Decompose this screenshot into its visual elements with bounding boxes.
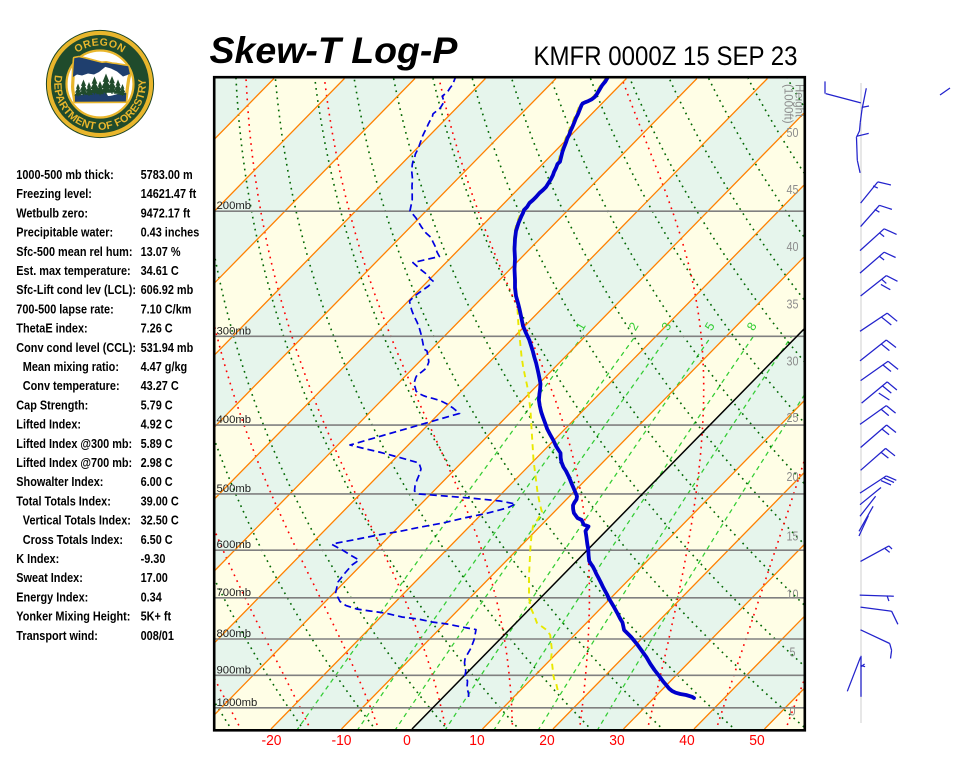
svg-text:5783.00 m: 5783.00 m [141, 167, 193, 182]
svg-text:Wetbulb zero:: Wetbulb zero: [16, 205, 88, 220]
svg-text:1000-500 mb thick:: 1000-500 mb thick: [16, 167, 113, 182]
svg-text:700-500 lapse rate:: 700-500 lapse rate: [16, 301, 113, 316]
svg-text:Cap Strength:: Cap Strength: [16, 397, 88, 412]
svg-text:35: 35 [787, 298, 799, 312]
svg-text:Sfc-500 mean rel hum:: Sfc-500 mean rel hum: [16, 244, 132, 259]
svg-text:5K+ ft: 5K+ ft [141, 609, 172, 624]
svg-text:531.94 mb: 531.94 mb [141, 340, 194, 355]
svg-text:5: 5 [790, 646, 796, 660]
svg-text:Sfc-Lift cond lev (LCL):: Sfc-Lift cond lev (LCL): [16, 282, 136, 297]
svg-text:300mb: 300mb [217, 325, 252, 337]
svg-text:0.34: 0.34 [141, 589, 162, 604]
svg-text:Energy Index:: Energy Index: [16, 589, 88, 604]
svg-text:39.00 C: 39.00 C [141, 493, 179, 508]
svg-text:5.89 C: 5.89 C [141, 436, 173, 451]
svg-text:13.07 %: 13.07 % [141, 244, 181, 259]
svg-text:400mb: 400mb [217, 414, 252, 426]
svg-text:7.10 C/km: 7.10 C/km [141, 301, 192, 316]
svg-text:K Index:: K Index: [16, 551, 59, 566]
svg-text:Lifted Index:: Lifted Index: [16, 417, 81, 432]
svg-text:ThetaE index:: ThetaE index: [16, 321, 87, 336]
svg-text:32.50 C: 32.50 C [141, 513, 179, 528]
svg-text:7.26 C: 7.26 C [141, 321, 173, 336]
svg-text:Skew-T Log-P: Skew-T Log-P [210, 29, 459, 71]
svg-text:0: 0 [403, 733, 411, 749]
svg-text:700mb: 700mb [217, 587, 252, 599]
svg-text:17.00: 17.00 [141, 570, 168, 585]
svg-text:25: 25 [787, 411, 799, 425]
svg-text:4.47 g/kg: 4.47 g/kg [141, 359, 188, 374]
svg-text:6.50 C: 6.50 C [141, 532, 173, 547]
svg-text:Est. max temperature:: Est. max temperature: [16, 263, 130, 278]
svg-text:50: 50 [749, 733, 764, 749]
svg-text:40: 40 [679, 733, 694, 749]
svg-text:1000mb: 1000mb [217, 697, 258, 709]
svg-text:30: 30 [609, 733, 624, 749]
svg-text:008/01: 008/01 [141, 628, 175, 643]
svg-text:-9.30: -9.30 [141, 551, 166, 566]
svg-text:Freezing level:: Freezing level: [16, 186, 92, 201]
svg-text:Sweat Index:: Sweat Index: [16, 570, 83, 585]
svg-text:600mb: 600mb [217, 539, 252, 551]
svg-text:Transport wind:: Transport wind: [16, 628, 98, 643]
svg-text:10: 10 [469, 733, 484, 749]
svg-text:800mb: 800mb [217, 628, 252, 640]
svg-text:5.79 C: 5.79 C [141, 397, 173, 412]
svg-text:Showalter Index:: Showalter Index: [16, 474, 103, 489]
svg-text:Total Totals Index:: Total Totals Index: [16, 493, 111, 508]
svg-text:14621.47 ft: 14621.47 ft [141, 186, 197, 201]
svg-text:20: 20 [787, 470, 799, 484]
svg-text:2.98 C: 2.98 C [141, 455, 173, 470]
svg-text:Mean mixing ratio:: Mean mixing ratio: [23, 359, 119, 374]
svg-text:Vertical Totals Index:: Vertical Totals Index: [23, 513, 131, 528]
svg-text:30: 30 [787, 355, 799, 369]
svg-text:(1000ft): (1000ft) [782, 84, 794, 124]
svg-text:15: 15 [787, 530, 799, 544]
svg-text:Yonker Mixing Height:: Yonker Mixing Height: [16, 609, 130, 624]
svg-text:200mb: 200mb [217, 200, 252, 212]
svg-text:606.92 mb: 606.92 mb [141, 282, 194, 297]
svg-text:-10: -10 [331, 733, 351, 749]
svg-text:20: 20 [539, 733, 554, 749]
svg-text:Precipitable water:: Precipitable water: [16, 225, 113, 240]
svg-text:45: 45 [787, 183, 799, 197]
svg-text:Conv cond level (CCL):: Conv cond level (CCL): [16, 340, 136, 355]
svg-text:Lifted Index @300 mb:: Lifted Index @300 mb: [16, 436, 132, 451]
svg-text:0: 0 [790, 705, 796, 719]
svg-text:Conv temperature:: Conv temperature: [23, 378, 120, 393]
svg-text:50: 50 [787, 126, 799, 140]
svg-text:KMFR 0000Z 15 SEP 23: KMFR 0000Z 15 SEP 23 [534, 41, 798, 71]
svg-text:900mb: 900mb [217, 664, 252, 676]
svg-text:40: 40 [787, 240, 799, 254]
svg-text:10: 10 [787, 588, 799, 602]
svg-text:9472.17 ft: 9472.17 ft [141, 205, 191, 220]
svg-text:43.27 C: 43.27 C [141, 378, 179, 393]
svg-text:Lifted Index @700 mb:: Lifted Index @700 mb: [16, 455, 132, 470]
svg-text:34.61 C: 34.61 C [141, 263, 179, 278]
svg-text:500mb: 500mb [217, 483, 252, 495]
svg-text:4.92 C: 4.92 C [141, 417, 173, 432]
svg-text:-20: -20 [261, 733, 281, 749]
svg-text:Cross Totals Index:: Cross Totals Index: [23, 532, 123, 547]
svg-text:0.43 inches: 0.43 inches [141, 225, 200, 240]
svg-text:6.00 C: 6.00 C [141, 474, 173, 489]
